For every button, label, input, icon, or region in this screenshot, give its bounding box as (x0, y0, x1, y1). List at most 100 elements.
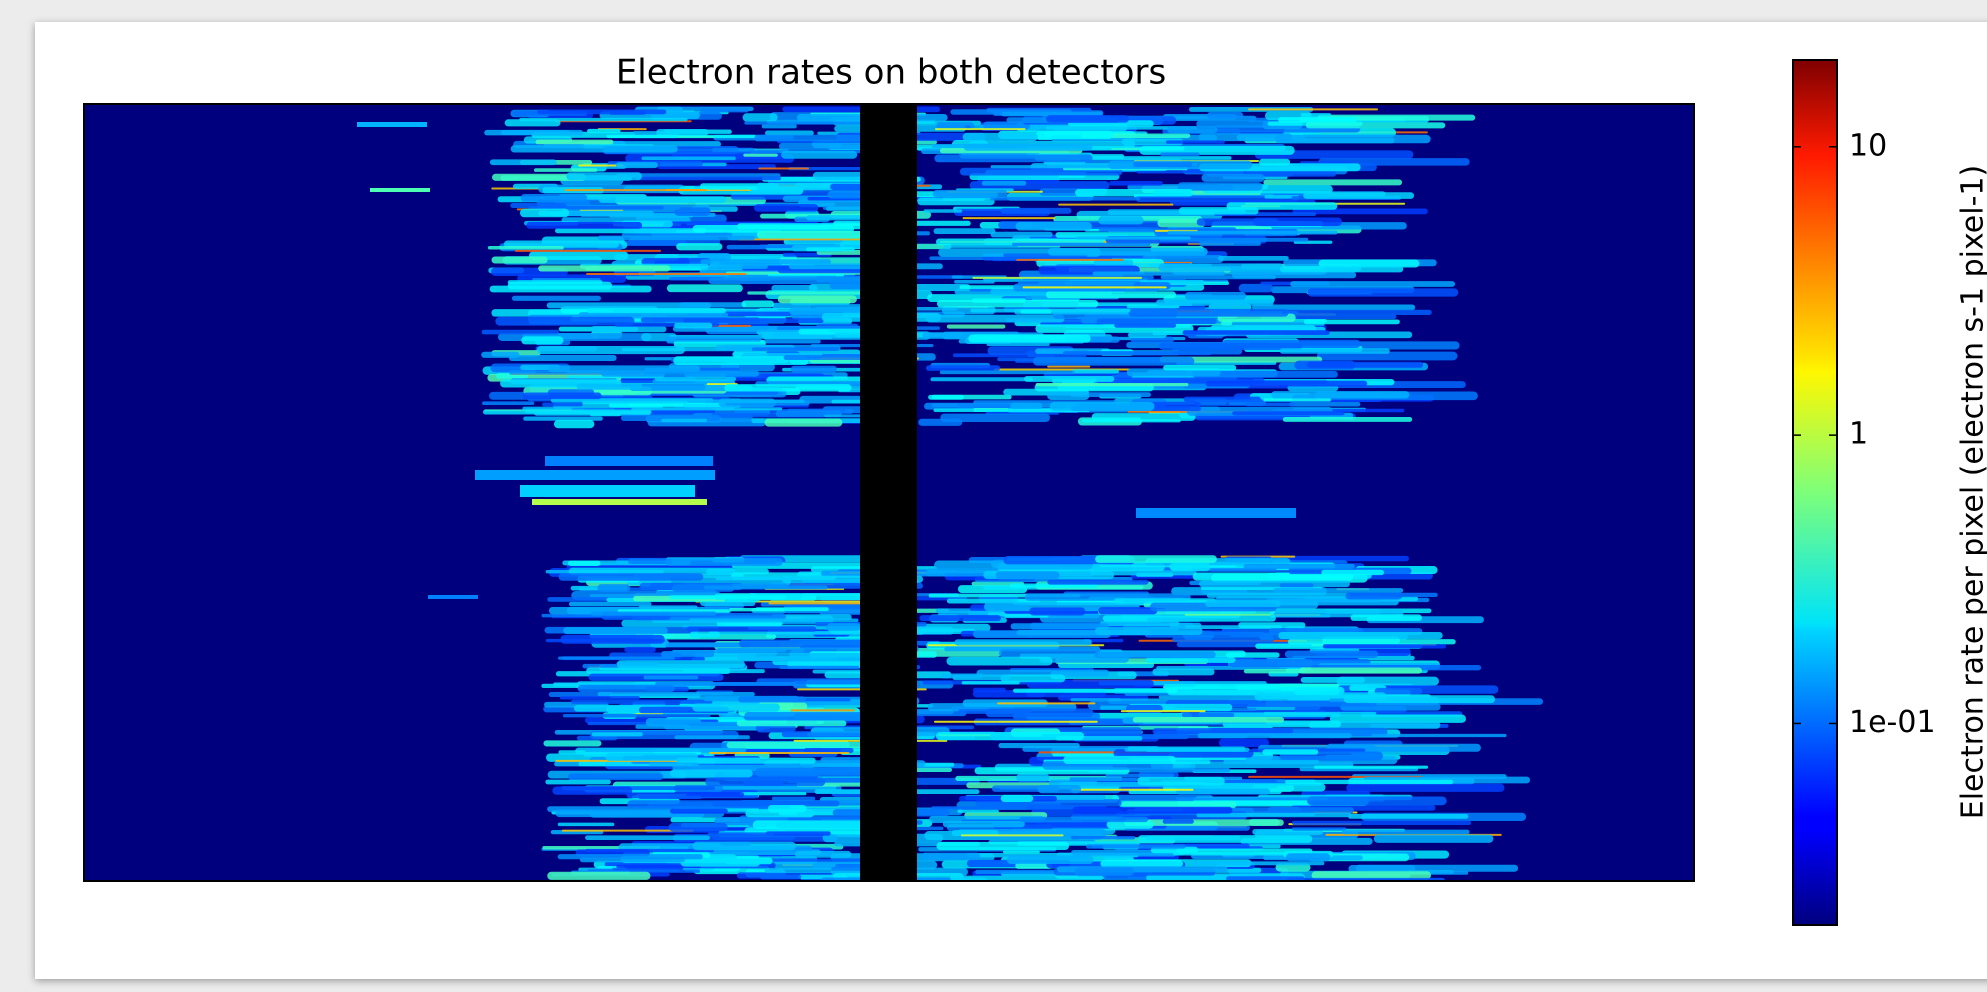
streak (534, 168, 598, 172)
streak (1063, 351, 1212, 356)
streak (638, 605, 698, 610)
streak (939, 370, 1075, 375)
streak (940, 673, 984, 679)
streak (567, 560, 601, 566)
streak (919, 615, 1001, 622)
streak (585, 835, 711, 841)
streak (1095, 555, 1217, 563)
streak (665, 642, 750, 648)
streak (826, 623, 861, 631)
streak (1130, 336, 1174, 344)
streak (1071, 788, 1194, 791)
streak (559, 696, 640, 700)
streak (597, 235, 755, 241)
streak (1022, 286, 1167, 289)
streak (673, 356, 809, 365)
streak (1003, 850, 1040, 854)
streak (803, 747, 854, 753)
streak (957, 809, 999, 813)
streak (925, 365, 1001, 371)
streak (1307, 288, 1459, 297)
streak (597, 584, 631, 592)
streak (1091, 413, 1196, 421)
streak (1133, 282, 1171, 290)
streak (1049, 401, 1155, 411)
streak (654, 376, 737, 382)
streak (779, 665, 860, 669)
streak (1070, 698, 1122, 702)
streak (481, 329, 560, 335)
streak (605, 752, 698, 761)
streak (1184, 291, 1247, 300)
streak (1262, 749, 1319, 755)
streak (357, 122, 427, 127)
streak (1159, 237, 1309, 242)
streak (1192, 572, 1354, 581)
streak (568, 601, 652, 607)
colorbar-tick-label: 10 (1849, 128, 1887, 163)
streak (1343, 695, 1496, 704)
streak (1106, 820, 1154, 829)
streak (1156, 299, 1274, 306)
streak (1285, 853, 1331, 862)
streak (1024, 376, 1115, 382)
streak (537, 109, 667, 115)
streak (1159, 356, 1323, 363)
streak (1251, 304, 1416, 311)
streak (990, 197, 1140, 201)
streak (545, 779, 611, 785)
streak (547, 871, 651, 880)
streak (1158, 263, 1284, 272)
streak (1226, 202, 1338, 210)
streak (771, 285, 818, 292)
streak (561, 829, 694, 832)
streak (1070, 392, 1151, 398)
streak (1238, 283, 1274, 293)
streak (765, 831, 831, 836)
streak (616, 660, 745, 669)
streak (560, 634, 665, 644)
streak (1243, 563, 1355, 569)
streak (1173, 852, 1298, 856)
streak (1145, 657, 1236, 663)
streak (932, 189, 1008, 199)
streak (1263, 711, 1377, 716)
streak (1292, 208, 1428, 215)
streak (1192, 861, 1325, 866)
streak (1132, 161, 1193, 168)
streak (1336, 676, 1439, 686)
streak (1374, 687, 1423, 695)
streak (1095, 627, 1203, 635)
streak (669, 769, 753, 778)
streak (1167, 126, 1218, 134)
streak (923, 209, 963, 213)
streak (635, 724, 690, 729)
streak (1283, 314, 1397, 319)
streak (484, 129, 584, 136)
streak (1263, 398, 1331, 402)
streak (1083, 638, 1124, 643)
streak (674, 735, 750, 740)
streak (716, 647, 805, 654)
streak (1238, 622, 1306, 628)
streak (1289, 401, 1361, 407)
streak (1207, 111, 1244, 119)
streak (532, 499, 707, 505)
streak (771, 796, 816, 801)
streak (1196, 812, 1352, 818)
streak (495, 316, 635, 326)
streak (669, 595, 787, 600)
streak (781, 150, 858, 159)
streak (674, 322, 713, 329)
streak (491, 256, 548, 264)
streak (510, 202, 567, 209)
streak (661, 418, 707, 423)
streak (709, 631, 852, 635)
streak (491, 173, 586, 181)
streak (739, 792, 807, 796)
streak (934, 128, 1026, 131)
streak (1221, 321, 1325, 326)
streak (615, 162, 658, 169)
streak (764, 130, 814, 136)
streak (737, 652, 882, 662)
